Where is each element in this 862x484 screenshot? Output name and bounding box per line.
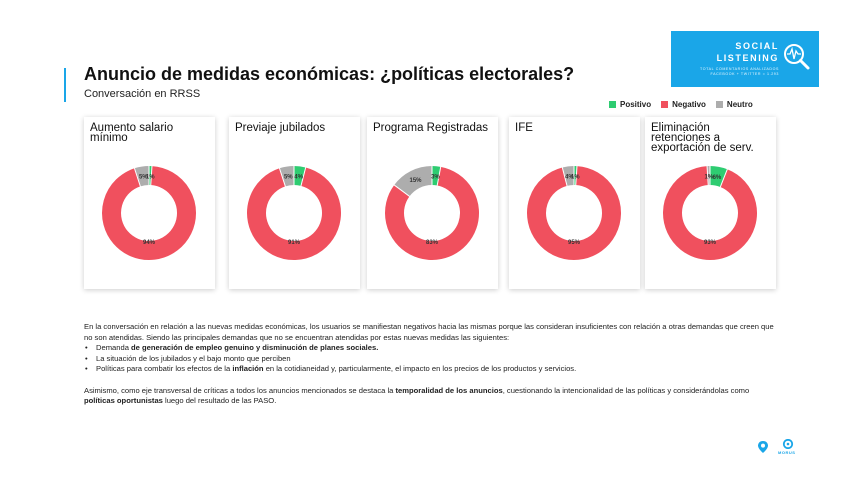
slice-separator [436, 165, 442, 187]
chart-panel-eliminacion-retenciones: Eliminación retenciones a exportación de… [645, 117, 776, 289]
chart-title: Programa Registradas [373, 122, 489, 134]
list-item: Políticas para combatir los efectos de l… [84, 364, 774, 375]
donut-chart: 1% 95% 4% [527, 165, 621, 260]
demands-list: Demanda de generación de empleo genuino … [84, 343, 774, 375]
analysis-text: En la conversación en relación a las nue… [84, 322, 774, 407]
slice-separator [150, 165, 153, 187]
legend-label: Positivo [620, 100, 652, 109]
pin-logo-icon [758, 441, 768, 453]
page-title: Anuncio de medidas económicas: ¿política… [84, 64, 575, 84]
donut-chart: 4% 91% 5% [247, 165, 341, 260]
morus-logo-text: MORUS [778, 450, 796, 455]
donut-slice-negativo [663, 166, 757, 260]
donut-label-positivo: 4% [294, 175, 303, 181]
donut-label-neutro: 15% [409, 178, 422, 184]
donut-label-positivo: 1% [571, 174, 580, 180]
slice-separator [393, 184, 411, 198]
list-item: Demanda de generación de empleo genuino … [84, 343, 774, 354]
chart-title: Previaje jubilados [235, 122, 326, 134]
slice-separator [706, 165, 709, 187]
title-accent-bar [64, 68, 66, 102]
donut-label-negativo: 94% [143, 240, 156, 246]
chart-panel-aumento-salario: Aumento salario mínimo 1% 94% 5% [84, 117, 215, 289]
slice-separator [133, 167, 142, 188]
donut-label-negativo: 95% [568, 240, 581, 246]
social-listening-badge: SOCIAL LISTENING TOTAL COMENTARIOS ANALI… [671, 31, 819, 87]
legend-swatch [609, 101, 616, 108]
morus-logo-icon [782, 439, 794, 449]
legend-label: Neutro [726, 100, 753, 109]
page-subtitle: Conversación en RRSS [84, 88, 201, 100]
magnifier-pulse-icon [784, 44, 810, 70]
chart-panel-ife: IFE 1% 95% 4% [509, 117, 640, 289]
chart-panel-programa-registradas: Programa Registradas 3% 83% 15% [367, 117, 498, 289]
donut-slice-negativo [527, 166, 621, 260]
donut-label-neutro: 4% [565, 175, 574, 181]
donut-label-positivo: 1% [146, 174, 155, 180]
donut-chart: 1% 94% 5% [102, 165, 196, 260]
legend-item-positivo: Positivo [609, 100, 651, 109]
donut-label-neutro: 1% [704, 174, 713, 180]
analysis-paragraph: En la conversación en relación a las nue… [84, 322, 774, 342]
slice-separator [278, 167, 287, 188]
donut-label-negativo: 93% [704, 240, 717, 246]
donut-slice-negativo [102, 166, 196, 260]
slice-separator [561, 166, 568, 187]
donut-slice-negativo [247, 167, 341, 260]
donut-slice-neutro [394, 166, 433, 197]
donut-label-positivo: 3% [431, 174, 440, 180]
chart-title: Eliminación retenciones a exportación de… [651, 122, 754, 154]
donut-label-positivo: 6% [713, 175, 722, 181]
chart-legend: Positivo Negativo Neutro [609, 100, 763, 109]
slice-separator [719, 168, 729, 189]
donut-label-neutro: 5% [284, 175, 293, 181]
legend-label: Negativo [672, 100, 706, 109]
chart-title: IFE [515, 122, 533, 134]
slice-separator [575, 165, 578, 187]
badge-subtitle: TOTAL COMENTARIOS ANALIZADOS FACEBOOK + … [700, 67, 779, 76]
donut-label-negativo: 91% [288, 240, 301, 246]
donut-label-neutro: 5% [139, 175, 148, 181]
legend-item-negativo: Negativo [661, 100, 706, 109]
legend-item-neutro: Neutro [715, 100, 753, 109]
legend-swatch [661, 101, 669, 108]
donut-chart: 3% 83% 15% [385, 165, 479, 260]
donut-chart: 6% 93% 1% [663, 165, 757, 260]
list-item: La situación de los jubilados y el bajo … [84, 354, 774, 365]
slice-separator [300, 166, 307, 187]
legend-swatch [715, 101, 723, 108]
conclusion-paragraph: Asimismo, como eje transversal de crític… [84, 385, 750, 406]
chart-panel-previaje-jubilados: Previaje jubilados 4% 91% 5% [229, 117, 360, 289]
badge-title: SOCIAL LISTENING [716, 41, 779, 63]
donut-label-negativo: 83% [426, 240, 439, 246]
chart-title: Aumento salario mínimo [90, 122, 174, 144]
donut-slice-negativo [385, 166, 479, 260]
